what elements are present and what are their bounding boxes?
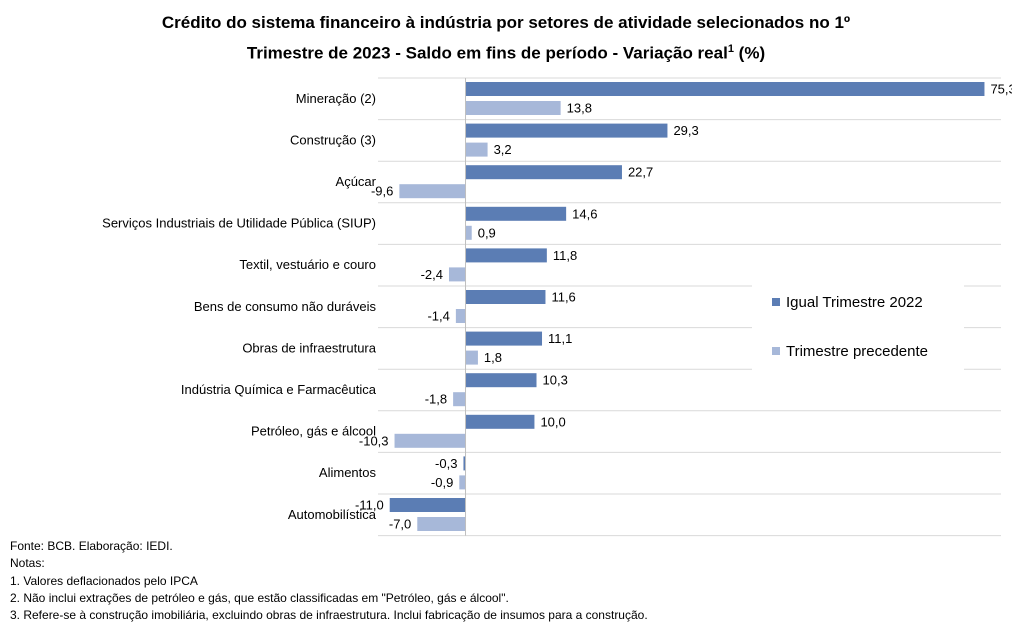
data-label: 75,3 [990, 82, 1012, 97]
data-label: 14,6 [572, 206, 597, 221]
data-label: -1,8 [425, 392, 447, 407]
bar-previous-quarter [465, 142, 488, 157]
legend-label: Trimestre precedente [786, 343, 928, 360]
data-label: 10,0 [540, 414, 565, 429]
data-label: -9,6 [371, 184, 393, 199]
category-label: Obras de infraestrutura [242, 340, 376, 355]
data-label: -2,4 [421, 267, 443, 282]
data-label: -1,4 [427, 309, 449, 324]
chart-title-line2-text: Trimestre de 2023 - Saldo em fins de per… [246, 43, 728, 63]
legend-swatch [772, 298, 780, 306]
data-label: -7,0 [389, 517, 411, 532]
chart-title-footnote-mark: 1 [727, 43, 734, 55]
category-label: Alimentos [319, 465, 377, 480]
note-heading: Notas: [10, 556, 45, 571]
data-label: 11,1 [548, 331, 572, 346]
chart-title: Crédito do sistema financeiro à indústri… [0, 10, 1012, 67]
category-label: Automobilística [288, 507, 377, 522]
bar-previous-quarter [465, 225, 472, 240]
data-label: 22,7 [628, 165, 653, 180]
bar-same-quarter-2022 [465, 373, 537, 388]
bar-same-quarter-2022 [465, 414, 535, 429]
legend-label: Igual Trimestre 2022 [786, 294, 923, 311]
bar-previous-quarter [453, 392, 466, 407]
legend-background [752, 284, 964, 370]
bar-same-quarter-2022 [465, 82, 985, 96]
bar-previous-quarter [455, 309, 466, 323]
chart-title-line1: Crédito do sistema financeiro à indústri… [161, 13, 851, 32]
data-label: 29,3 [673, 123, 698, 138]
note-3: 3. Refere-se à construção imobiliária, e… [10, 608, 648, 623]
bar-previous-quarter [465, 350, 478, 365]
data-label: 3,2 [494, 142, 512, 157]
bar-previous-quarter [399, 184, 466, 199]
category-label: Mineração (2) [296, 91, 376, 106]
category-label: Textil, vestuário e couro [239, 257, 376, 272]
category-label: Açúcar [336, 174, 377, 189]
data-label: 11,6 [551, 290, 575, 305]
bar-same-quarter-2022 [465, 123, 668, 138]
category-label: Bens de consumo não duráveis [194, 299, 377, 314]
category-label: Serviços Industriais de Utilidade Públic… [102, 216, 376, 231]
bar-same-quarter-2022 [463, 456, 466, 471]
legend-swatch [772, 347, 780, 355]
bar-same-quarter-2022 [389, 498, 466, 512]
data-label: 11,8 [553, 248, 577, 263]
note-2: 2. Não inclui extrações de petróleo e gá… [10, 590, 509, 605]
data-label: 0,9 [478, 225, 496, 240]
category-label: Indústria Química e Farmacêutica [181, 382, 377, 397]
chart-title-line2-unit: (%) [733, 43, 766, 63]
chart-title-line2: Trimestre de 2023 - Saldo em fins de per… [0, 36, 1012, 67]
note-source: Fonte: BCB. Elaboração: IEDI. [10, 539, 173, 553]
bar-previous-quarter [459, 475, 466, 490]
bar-same-quarter-2022 [465, 290, 546, 304]
category-label: Construção (3) [290, 132, 376, 147]
data-label: 1,8 [484, 350, 502, 365]
data-label: -0,3 [435, 456, 457, 471]
data-label: 13,8 [567, 101, 592, 116]
bar-previous-quarter [465, 101, 561, 115]
category-label: Petróleo, gás e álcool [251, 424, 376, 439]
notes: Fonte: BCB. Elaboração: IEDI. Notas: 1. … [10, 538, 648, 624]
bar-previous-quarter [448, 267, 466, 282]
data-label: 10,3 [543, 373, 568, 388]
bar-same-quarter-2022 [465, 206, 567, 221]
bar-same-quarter-2022 [465, 165, 622, 180]
note-1: 1. Valores deflacionados pelo IPCA [10, 573, 198, 588]
bar-same-quarter-2022 [465, 331, 543, 346]
bar-previous-quarter [394, 433, 466, 448]
bar-chart: Mineração (2) Construção (3) Açúcar Serviço… [102, 77, 1012, 537]
bar-same-quarter-2022 [465, 248, 547, 263]
data-label: -11,0 [355, 498, 384, 513]
bar-previous-quarter [417, 517, 466, 531]
data-label: -10,3 [359, 433, 389, 448]
data-label: -0,9 [431, 475, 453, 490]
